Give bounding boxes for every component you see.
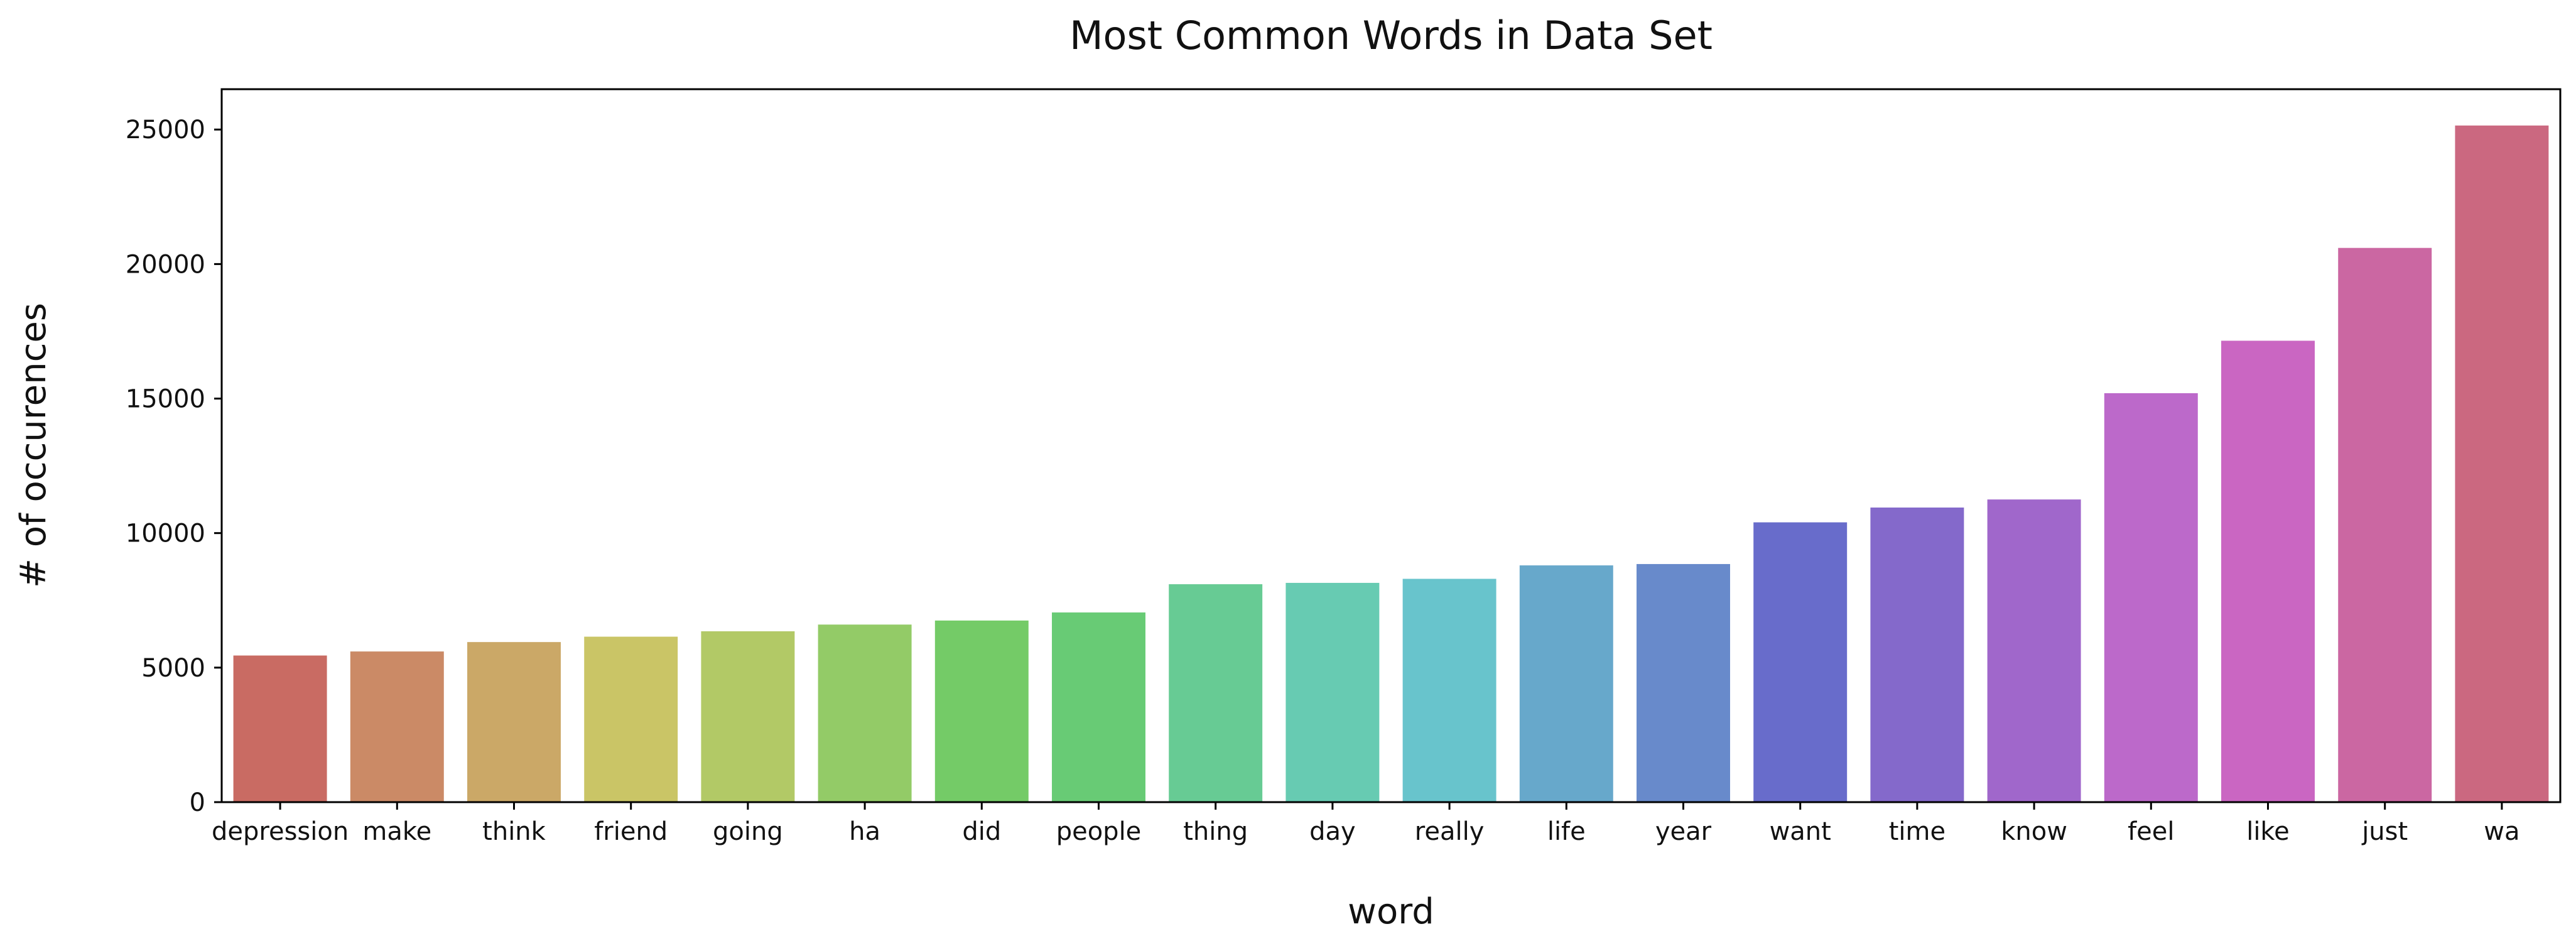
bar-time [1870,508,1964,802]
x-axis-ticks: depression make think friend going ha did peopl… [212,802,2520,846]
y-axis-label: # of occurences [13,303,54,588]
bar-really [1402,579,1496,802]
bar-year [1637,563,1730,802]
x-tick-label: ha [849,817,880,846]
bars-group [233,125,2549,802]
x-tick-label: feel [2128,817,2174,846]
x-tick-label: wa [2484,817,2519,846]
bar-people [1052,612,1145,802]
x-tick-label: want [1770,817,1831,846]
x-tick-label: depression [212,817,349,846]
bar-want [1753,522,1848,802]
bar-know [1987,499,2081,802]
y-tick-label: 0 [190,788,205,817]
y-tick-label: 15000 [126,385,205,414]
bar-thing [1169,584,1263,802]
x-tick-label: year [1655,817,1712,846]
x-tick-label: think [482,817,546,846]
bar-friend [584,636,678,802]
x-tick-label: know [2001,817,2067,846]
x-tick-label: make [362,817,431,846]
x-tick-label: life [1547,817,1586,846]
y-tick-label: 5000 [141,654,205,683]
x-tick-label: really [1415,817,1485,846]
bar-make [350,651,444,802]
x-tick-label: friend [594,817,668,846]
x-tick-label: people [1056,817,1142,846]
bar-life [1519,565,1613,802]
plot-frame [220,88,2562,803]
x-tick-label: going [713,817,783,846]
bar-just [2338,247,2432,802]
y-axis-ticks: 0 5000 10000 15000 20000 25000 [126,116,222,817]
chart-title: Most Common Words in Data Set [1069,13,1713,58]
bar-wa [2455,125,2549,802]
y-tick-label: 10000 [126,519,205,548]
y-tick-label: 25000 [126,116,205,144]
x-tick-label: did [962,817,1001,846]
y-tick-label: 20000 [126,250,205,279]
bar-depression [233,655,327,802]
bar-going [701,631,795,802]
x-axis-label: word [1348,891,1434,932]
bar-ha [818,624,912,802]
x-tick-label: like [2246,817,2290,846]
bar-did [934,620,1029,802]
bar-day [1285,582,1380,802]
x-tick-label: time [1889,817,1946,846]
bar-think [467,642,561,802]
x-tick-label: day [1309,817,1356,846]
bar-feel [2104,393,2198,802]
bar-like [2221,340,2315,802]
x-tick-label: just [2361,817,2408,846]
x-tick-label: thing [1183,817,1248,846]
